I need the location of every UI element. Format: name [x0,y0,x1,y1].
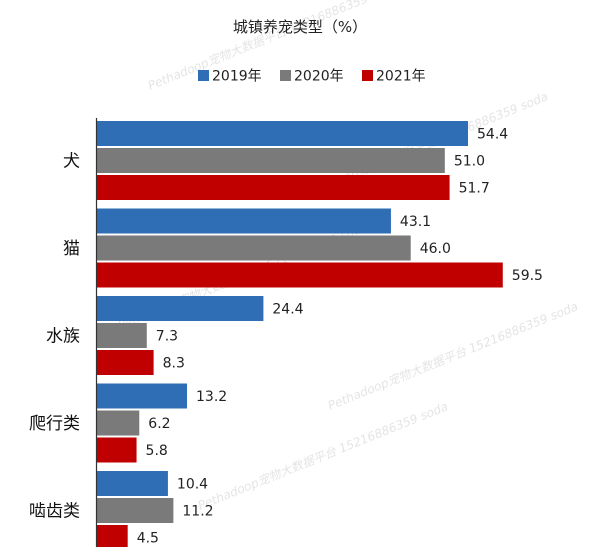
value-label: 7.3 [156,329,178,345]
watermark-text: Pethadoop宠物大数据平台 15216886359 soda [196,399,450,513]
watermark-text: Pethadoop宠物大数据平台 15216886359 soda [146,0,400,93]
bar [97,235,411,261]
value-label: 8.3 [163,356,185,372]
legend: 2019年 2020年 2021年 [198,69,426,85]
bar [97,208,391,234]
value-label: 5.8 [146,443,168,459]
legend-label: 2020年 [294,69,344,85]
bar [97,262,503,288]
category-label: 爬行类 [29,414,80,434]
value-label: 54.4 [477,127,508,143]
value-label: 11.2 [182,504,213,520]
value-label: 46.0 [420,241,451,257]
bar [97,296,264,321]
watermark-text: Pethadoop宠物大数据平台 15216886359 soda [326,299,580,413]
bar [97,175,450,200]
bar [97,498,174,523]
chart-title: 城镇养宠类型（%） [233,18,367,36]
value-label: 10.4 [177,477,208,493]
bar [97,383,188,409]
legend-label: 2021年 [376,69,426,85]
value-label: 59.5 [512,268,543,284]
value-label: 24.4 [272,302,303,318]
bar [97,121,468,146]
bars [97,121,503,547]
bar [97,323,147,348]
bar [97,148,445,173]
bar [97,410,140,436]
category-label: 犬 [63,152,80,172]
category-label: 啮齿类 [29,502,80,522]
value-label: 51.7 [459,181,490,197]
bar [97,437,137,463]
bar [97,525,128,547]
value-label: 43.1 [400,214,431,230]
legend-swatch [198,70,209,81]
value-label: 51.0 [454,154,485,170]
value-label: 6.2 [148,416,170,432]
legend-swatch [362,70,373,81]
value-labels: 54.4 51.0 51.7 43.1 46.0 59.5 24.4 7.3 8.3 13.2 6.… [137,127,543,547]
value-label: 4.5 [137,531,159,547]
bar [97,350,154,375]
bar [97,471,168,496]
category-label: 猫 [63,239,80,259]
legend-swatch [280,70,291,81]
legend-label: 2019年 [212,69,262,85]
category-label: 水族 [46,327,80,347]
value-label: 13.2 [196,389,227,405]
